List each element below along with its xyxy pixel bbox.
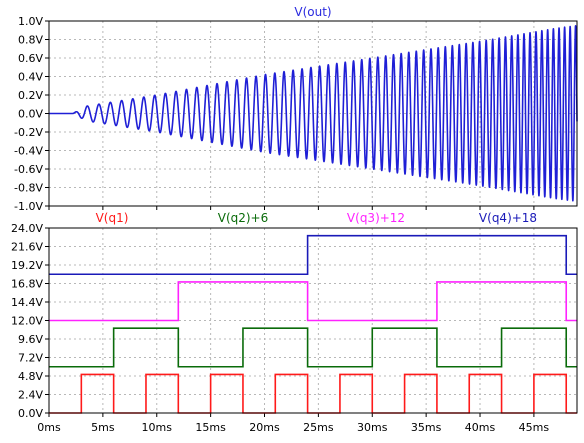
y-tick-label: 7.2V <box>18 352 43 365</box>
x-tick-label: 0ms <box>37 421 61 434</box>
vout-y-tick-labels: 1.0V 0.8V 0.6V 0.4V 0.2V 0.0V -0.2V -0.4V -0.6V -… <box>14 15 49 213</box>
x-tick-label: 20ms <box>249 421 280 434</box>
y-tick-label: 1.0V <box>18 15 43 28</box>
y-tick-label: 9.6V <box>18 333 43 346</box>
legend-label: V(q3)+12 <box>347 211 405 225</box>
y-tick-label: 0.0V <box>18 407 43 420</box>
digital-y-tick-labels: 24.0V 21.6V 19.2V 16.8V 14.4V 12.0V 9.6V 7.2V 4.… <box>11 222 49 420</box>
digital-pane: V(q1) V(q2)+6 V(q3)+12 V(q4)+18 24.0V 21.6V 1… <box>11 211 578 420</box>
x-tick-label: 10ms <box>142 421 173 434</box>
x-tick-label: 25ms <box>303 421 334 434</box>
y-tick-label: 4.8V <box>18 370 43 383</box>
y-tick-label: 0.0V <box>18 108 43 121</box>
vout-series <box>49 25 578 202</box>
y-tick-label: -0.6V <box>14 163 43 176</box>
y-tick-label: 16.8V <box>11 278 43 291</box>
legend-label: V(q4)+18 <box>479 211 537 225</box>
vout-frame <box>48 20 578 207</box>
y-tick-label: 2.4V <box>18 389 43 402</box>
series-line-v-q1 <box>49 373 577 414</box>
vout-title: V(out) <box>294 5 331 19</box>
digital-frame <box>48 227 578 414</box>
x-tick-label: 30ms <box>357 421 388 434</box>
y-tick-label: -0.4V <box>14 145 43 158</box>
x-tick-label: 5ms <box>91 421 115 434</box>
x-tick-labels: 0ms 5ms 10ms 15ms 20ms 25ms 30ms 35ms 40ms 45ms <box>37 421 549 434</box>
x-tick-label: 45ms <box>519 421 550 434</box>
series-line-v-q4-18 <box>49 234 577 276</box>
x-tick-label: 35ms <box>411 421 442 434</box>
y-tick-label: 0.2V <box>18 89 43 102</box>
legend-label: V(q2)+6 <box>218 211 269 225</box>
series-line-v-q2-6 <box>49 327 577 368</box>
y-tick-label: 19.2V <box>11 259 43 272</box>
legend-label: V(q1) <box>96 211 129 225</box>
y-tick-label: 0.8V <box>18 34 43 47</box>
x-tick-label: 15ms <box>195 421 226 434</box>
y-tick-label: 21.6V <box>11 241 43 254</box>
y-tick-label: -1.0V <box>14 200 43 213</box>
series-line-v-q3-12 <box>49 281 577 322</box>
x-tick-label: 40ms <box>465 421 496 434</box>
y-tick-label: 0.6V <box>18 52 43 65</box>
digital-series <box>49 234 577 414</box>
y-tick-label: 12.0V <box>11 315 43 328</box>
vout-pane: V(out) 1.0V 0.8V 0.6V 0.4V 0.2V 0.0V -0.2V -0.4… <box>14 5 578 213</box>
y-tick-label: 24.0V <box>11 222 43 235</box>
y-tick-label: 14.4V <box>11 296 43 309</box>
y-tick-label: -0.8V <box>14 182 43 195</box>
series-line-vout <box>49 25 578 202</box>
y-tick-label: -0.2V <box>14 126 43 139</box>
digital-legend: V(q1) V(q2)+6 V(q3)+12 V(q4)+18 <box>96 211 537 225</box>
y-tick-label: 0.4V <box>18 71 43 84</box>
digital-grid <box>48 228 577 417</box>
